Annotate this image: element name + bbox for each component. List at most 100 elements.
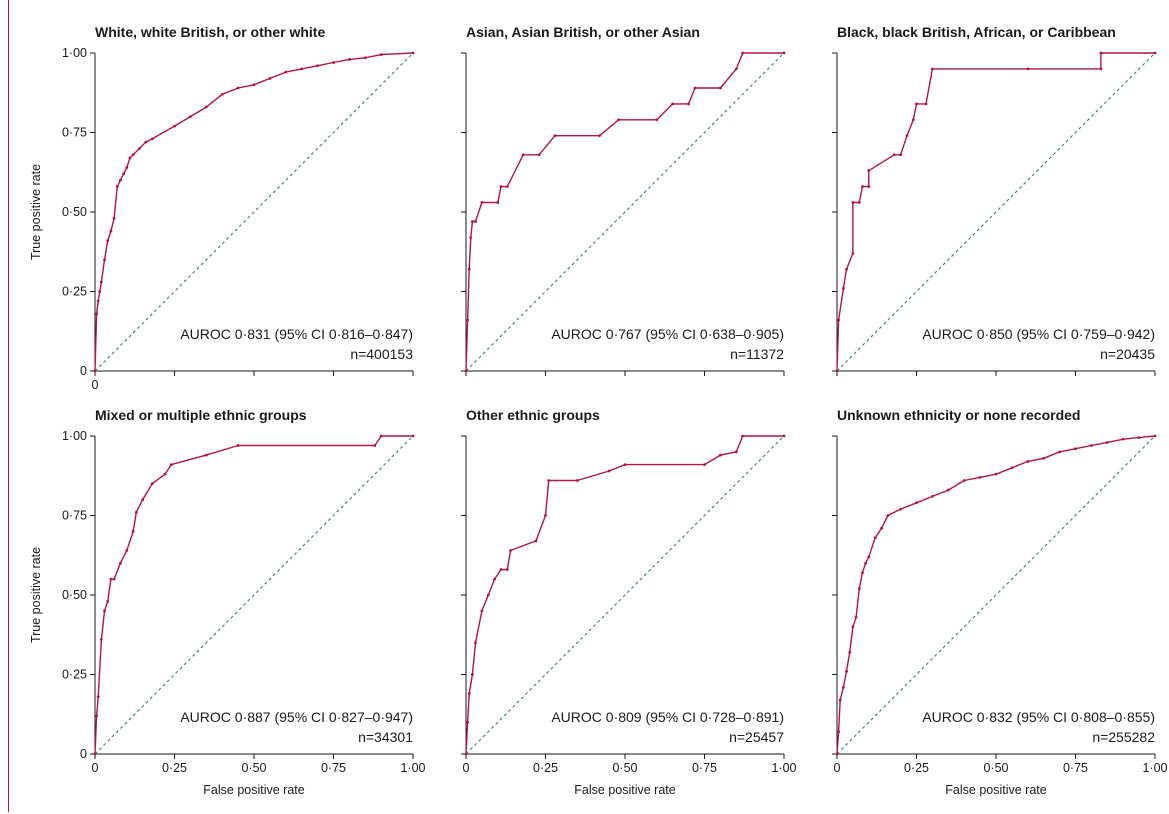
roc-point	[1090, 444, 1093, 447]
roc-point	[150, 482, 154, 486]
roc-point	[553, 134, 557, 138]
roc-point	[125, 549, 129, 552]
roc-point	[857, 201, 861, 204]
roc-point	[837, 318, 840, 322]
panel-title: Black, black British, African, or Caribb…	[837, 24, 1116, 40]
x-tick-label: 0·75	[321, 761, 346, 775]
roc-point	[467, 692, 471, 695]
auroc-annotation: AUROC 0·767 (95% CI 0·638–0·905)	[551, 326, 784, 342]
y-tick-label: 0·25	[62, 285, 87, 299]
roc-point	[119, 178, 122, 182]
roc-point	[734, 450, 738, 454]
roc-point	[466, 318, 469, 322]
y-tick-label: 0·75	[62, 126, 87, 140]
roc-point	[1026, 460, 1030, 463]
roc-point	[835, 369, 839, 373]
auroc-annotation: AUROC 0·831 (95% CI 0·816–0·847)	[180, 326, 413, 342]
roc-point	[544, 514, 547, 517]
roc-point	[857, 587, 861, 591]
roc-point	[931, 495, 934, 498]
roc-point	[363, 56, 367, 60]
roc-point	[851, 201, 855, 204]
roc-point	[703, 463, 706, 467]
roc-point	[103, 258, 106, 262]
roc-point	[994, 472, 998, 476]
x-tick-label: 1·00	[771, 761, 796, 775]
roc-panel-1: White, white British, or other white 00 0·…	[29, 24, 415, 392]
roc-point	[1042, 456, 1046, 460]
roc-point	[867, 169, 871, 173]
roc-point	[169, 463, 173, 467]
roc-point	[607, 469, 611, 473]
roc-point	[95, 714, 98, 718]
x-tick-label: 1·00	[1142, 761, 1167, 775]
roc-point	[931, 67, 934, 71]
roc-point	[284, 70, 288, 74]
roc-point	[103, 609, 106, 613]
roc-point	[880, 526, 883, 530]
roc-point	[128, 156, 132, 160]
sample-size-annotation: n=11372	[730, 346, 784, 362]
roc-panel-3: Black, black British, African, or Caribb…	[832, 24, 1157, 376]
roc-point	[741, 51, 745, 55]
roc-point	[474, 220, 477, 223]
roc-point	[189, 115, 192, 118]
roc-point	[886, 514, 890, 517]
roc-point	[1074, 447, 1077, 451]
roc-curve	[465, 435, 784, 755]
x-tick-label: 1·00	[400, 761, 425, 775]
roc-point	[493, 577, 497, 581]
roc-point	[499, 185, 503, 188]
roc-panel-5: Other ethnic groups 0 0·25 0·50 0·75 1·00 Fals…	[461, 407, 797, 797]
roc-panel-2: Asian, Asian British, or other Asian AURO…	[461, 24, 786, 376]
roc-point	[575, 479, 579, 482]
chance-diagonal	[94, 52, 414, 372]
roc-point	[719, 86, 722, 90]
roc-point	[867, 185, 871, 188]
roc-point	[115, 185, 119, 188]
roc-point	[899, 507, 902, 511]
figure-border	[8, 0, 1169, 812]
chance-diagonal	[836, 435, 1156, 755]
roc-point	[851, 251, 855, 255]
roc-point	[467, 267, 471, 271]
roc-point	[734, 67, 738, 71]
sample-size-annotation: n=25457	[729, 729, 784, 745]
x-tick-label: 0·50	[241, 761, 266, 775]
roc-point	[112, 216, 116, 220]
x-tick-label: 0	[463, 761, 470, 775]
roc-point	[220, 92, 224, 96]
roc-point	[466, 720, 469, 724]
roc-point	[300, 67, 304, 71]
roc-point	[379, 53, 383, 56]
roc-point	[252, 83, 256, 87]
roc-point	[861, 571, 864, 575]
y-tick-label: 0·50	[62, 588, 87, 602]
roc-point	[464, 369, 468, 373]
roc-point	[236, 86, 240, 90]
roc-point	[119, 561, 122, 565]
roc-point	[99, 638, 103, 641]
roc-point	[348, 57, 351, 61]
roc-point	[505, 185, 509, 188]
panel-title: White, white British, or other white	[95, 24, 325, 40]
roc-point	[470, 673, 474, 676]
roc-point	[782, 434, 786, 438]
roc-point	[236, 444, 240, 447]
x-tick-label: 0·75	[692, 761, 717, 775]
roc-point	[915, 102, 918, 106]
roc-point	[687, 102, 690, 106]
roc-panel-4: Mixed or multiple ethnic groups 00 0·25 0·2…	[29, 407, 426, 797]
chance-diagonal	[465, 435, 785, 755]
roc-point	[946, 488, 950, 492]
roc-point	[899, 153, 902, 157]
roc-point	[470, 220, 474, 223]
roc-point	[617, 118, 621, 122]
roc-point	[892, 153, 896, 157]
roc-point	[534, 539, 538, 543]
panel-title: Unknown ethnicity or none recorded	[837, 407, 1080, 423]
roc-point	[1026, 67, 1030, 71]
y-tick-label: 1·00	[62, 429, 87, 443]
roc-point	[547, 479, 551, 482]
sample-size-annotation: n=20435	[1100, 346, 1155, 362]
